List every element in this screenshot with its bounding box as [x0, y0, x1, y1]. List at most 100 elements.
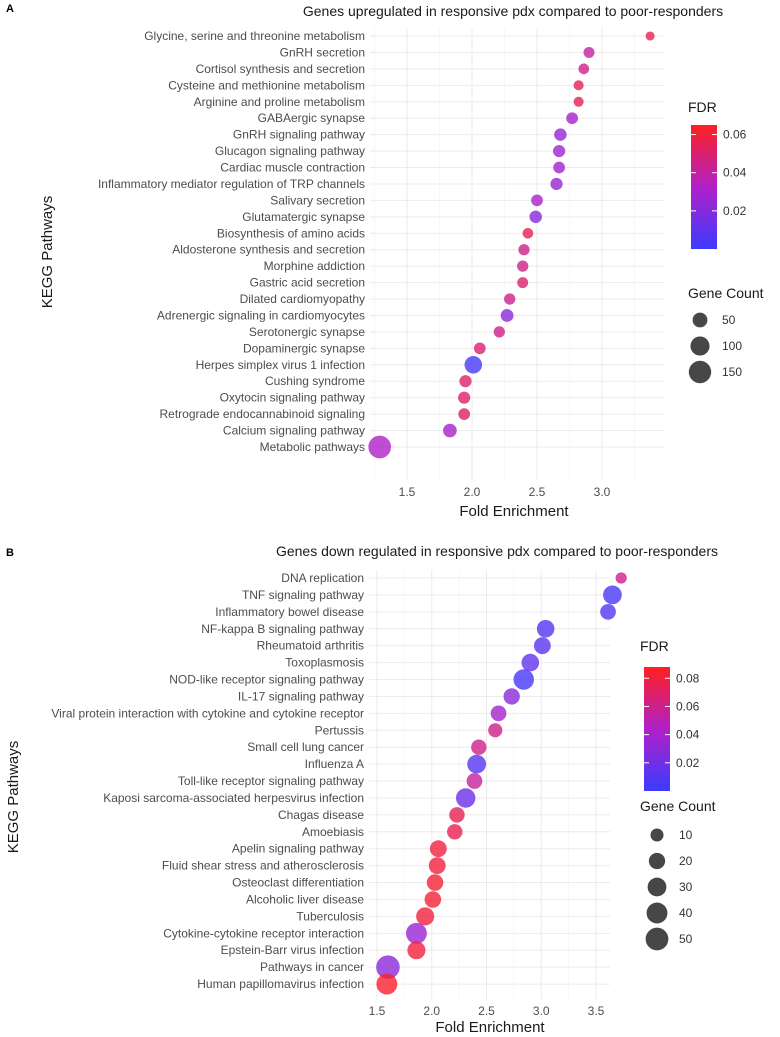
- y-category-label: Cysteine and methionine metabolism: [168, 78, 365, 92]
- y-category-label: Retrograde endocannabinoid signaling: [160, 407, 366, 421]
- data-point: [533, 637, 551, 655]
- data-point: [517, 277, 529, 289]
- chart-title: Genes down regulated in responsive pdx c…: [276, 543, 718, 559]
- data-point: [464, 356, 483, 374]
- data-point: [573, 96, 584, 107]
- y-category-label: Pertussis: [315, 723, 364, 737]
- x-axis-title: Fold Enrichment: [459, 503, 569, 520]
- size-legend-circle: [688, 360, 712, 384]
- data-point: [458, 408, 471, 420]
- data-point: [459, 375, 472, 388]
- data-point: [424, 891, 442, 908]
- colorbar-tick-label: 0.08: [676, 671, 700, 685]
- size-legend-circle: [692, 312, 708, 328]
- panel-a: 1.5 2.0 2.5 3.0 Glycine, serine and threonin…: [6, 3, 764, 520]
- fdr-legend-title: FDR: [640, 638, 669, 654]
- data-point: [531, 194, 543, 207]
- size-legend-circle: [647, 877, 667, 897]
- size-legend-circle: [650, 828, 664, 842]
- y-category-label: Chagas disease: [278, 808, 364, 822]
- data-point: [573, 80, 584, 91]
- y-category-label: DNA replication: [281, 571, 364, 585]
- x-tick-label: 3.0: [533, 1004, 550, 1018]
- y-category-label: Inflammatory mediator regulation of TRP …: [98, 177, 365, 191]
- data-point: [376, 973, 398, 995]
- y-category-label: Herpes simplex virus 1 infection: [196, 358, 365, 372]
- data-point: [504, 293, 516, 305]
- data-point: [467, 754, 487, 774]
- y-category-label: NF-kappa B signaling pathway: [201, 622, 364, 636]
- data-point: [517, 260, 529, 272]
- size-legend-label: 20: [679, 854, 693, 868]
- y-category-label: IL-17 signaling pathway: [238, 689, 364, 703]
- panel-letter: A: [6, 3, 14, 15]
- x-tick-label: 3.0: [594, 485, 611, 499]
- gene-count-legend-title: Gene Count: [688, 285, 764, 301]
- y-category-label: Dilated cardiomyopathy: [240, 292, 365, 306]
- x-tick-label: 2.0: [423, 1004, 440, 1018]
- panel-letter: B: [6, 547, 14, 559]
- colorbar-tick-label: 0.02: [676, 756, 700, 770]
- y-category-label: TNF signaling pathway: [242, 588, 364, 602]
- data-point: [429, 840, 447, 858]
- data-point: [554, 128, 567, 141]
- y-category-label: Glucagon signaling pathway: [215, 144, 365, 158]
- data-point: [600, 603, 616, 620]
- data-point: [553, 161, 565, 174]
- y-category-label: NOD-like receptor signaling pathway: [169, 673, 364, 687]
- y-category-label: GnRH signaling pathway: [233, 128, 365, 142]
- colorbar-tick-label: 0.06: [676, 699, 700, 713]
- data-point: [443, 423, 457, 438]
- data-point: [503, 688, 520, 705]
- colorbar-tick-label: 0.04: [676, 728, 700, 742]
- size-legend-label: 150: [722, 365, 742, 379]
- fdr-colorbar: [691, 125, 717, 249]
- data-point: [518, 244, 530, 256]
- y-category-label: Pathways in cancer: [260, 960, 364, 974]
- colorbar-tick-label: 0.06: [723, 128, 747, 142]
- data-point: [536, 619, 555, 638]
- y-category-label: GABAergic synapse: [258, 111, 366, 125]
- data-point: [513, 669, 534, 690]
- y-category-label: Rheumatoid arthritis: [257, 639, 364, 653]
- data-point: [553, 144, 566, 158]
- y-category-label: Metabolic pathways: [260, 440, 365, 454]
- colorbar-tick-label: 0.02: [723, 204, 747, 218]
- data-point: [645, 31, 655, 41]
- y-category-label: Alcoholic liver disease: [246, 892, 364, 906]
- y-category-label: Oxytocin signaling pathway: [220, 391, 365, 405]
- y-category-label: Human papillomavirus infection: [197, 977, 364, 991]
- y-category-label: Viral protein interaction with cytokine …: [51, 706, 364, 720]
- data-point: [473, 342, 486, 355]
- panel-b: 1.5 2.0 2.5 3.0 3.5 DNA replication TNF signal…: [5, 543, 718, 1036]
- y-category-label: Epstein-Barr virus infection: [221, 943, 364, 957]
- data-point: [522, 227, 534, 239]
- size-legend-label: 50: [679, 932, 693, 946]
- x-tick-label: 1.5: [369, 1004, 386, 1018]
- y-category-label: Tuberculosis: [296, 909, 364, 923]
- data-point: [449, 807, 465, 823]
- x-tick-label: 2.5: [529, 485, 546, 499]
- fdr-colorbar: [644, 667, 670, 791]
- size-legend-circle: [645, 927, 669, 951]
- y-category-label: Cushing syndrome: [265, 374, 365, 388]
- y-category-label: Glutamatergic synapse: [242, 210, 365, 224]
- data-point: [500, 309, 514, 322]
- size-legend-circle: [648, 852, 666, 870]
- data-point: [368, 435, 392, 459]
- y-category-label: GnRH secretion: [280, 45, 365, 59]
- data-point: [426, 874, 444, 891]
- size-legend-label: 50: [722, 313, 736, 327]
- data-point: [466, 773, 483, 789]
- data-point: [493, 326, 505, 338]
- y-category-label: Cortisol synthesis and secretion: [196, 62, 365, 76]
- y-category-label: Calcium signaling pathway: [223, 424, 365, 438]
- size-legend-label: 40: [679, 906, 693, 920]
- data-point: [490, 705, 507, 722]
- gene-count-legend-title: Gene Count: [640, 798, 716, 814]
- y-category-label: Aldosterone synthesis and secretion: [172, 243, 365, 257]
- y-category-label: Adrenergic signaling in cardiomyocytes: [157, 308, 365, 322]
- y-category-label: Gastric acid secretion: [250, 276, 365, 290]
- y-category-label: Influenza A: [305, 757, 364, 771]
- data-point: [566, 112, 578, 125]
